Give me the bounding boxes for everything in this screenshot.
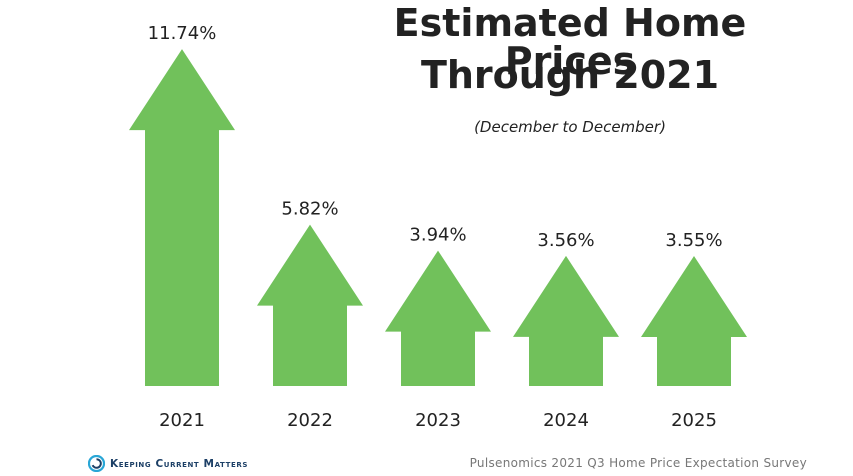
arrow-bar-2023 [385, 250, 491, 386]
chart-title-line-2: Through 2021 [420, 53, 720, 97]
chart-source: Pulsenomics 2021 Q3 Home Price Expectati… [469, 456, 807, 470]
arrow-bar-2024 [513, 255, 619, 386]
value-label-2023: 3.94% [409, 225, 466, 246]
brand-swirl-icon [88, 455, 105, 472]
arrow-bar-2021 [129, 49, 235, 387]
chart-subtitle: (December to December) [474, 118, 666, 136]
value-label-2025: 3.55% [665, 230, 722, 251]
arrow-bar-2025 [641, 255, 747, 386]
x-tick-label-2024: 2024 [543, 410, 589, 431]
x-tick-label-2025: 2025 [671, 410, 717, 431]
arrow-bar-2022 [257, 224, 363, 386]
chart-title-line-1: Estimated Home Prices [393, 1, 747, 83]
brand-name: Keeping Current Matters [110, 457, 248, 470]
brand-logo: Keeping Current Matters [88, 455, 248, 472]
value-label-2021: 11.74% [148, 23, 217, 44]
value-label-2022: 5.82% [281, 199, 338, 220]
x-tick-label-2021: 2021 [159, 410, 205, 431]
x-tick-label-2022: 2022 [287, 410, 333, 431]
value-label-2024: 3.56% [537, 230, 594, 251]
x-tick-label-2023: 2023 [415, 410, 461, 431]
